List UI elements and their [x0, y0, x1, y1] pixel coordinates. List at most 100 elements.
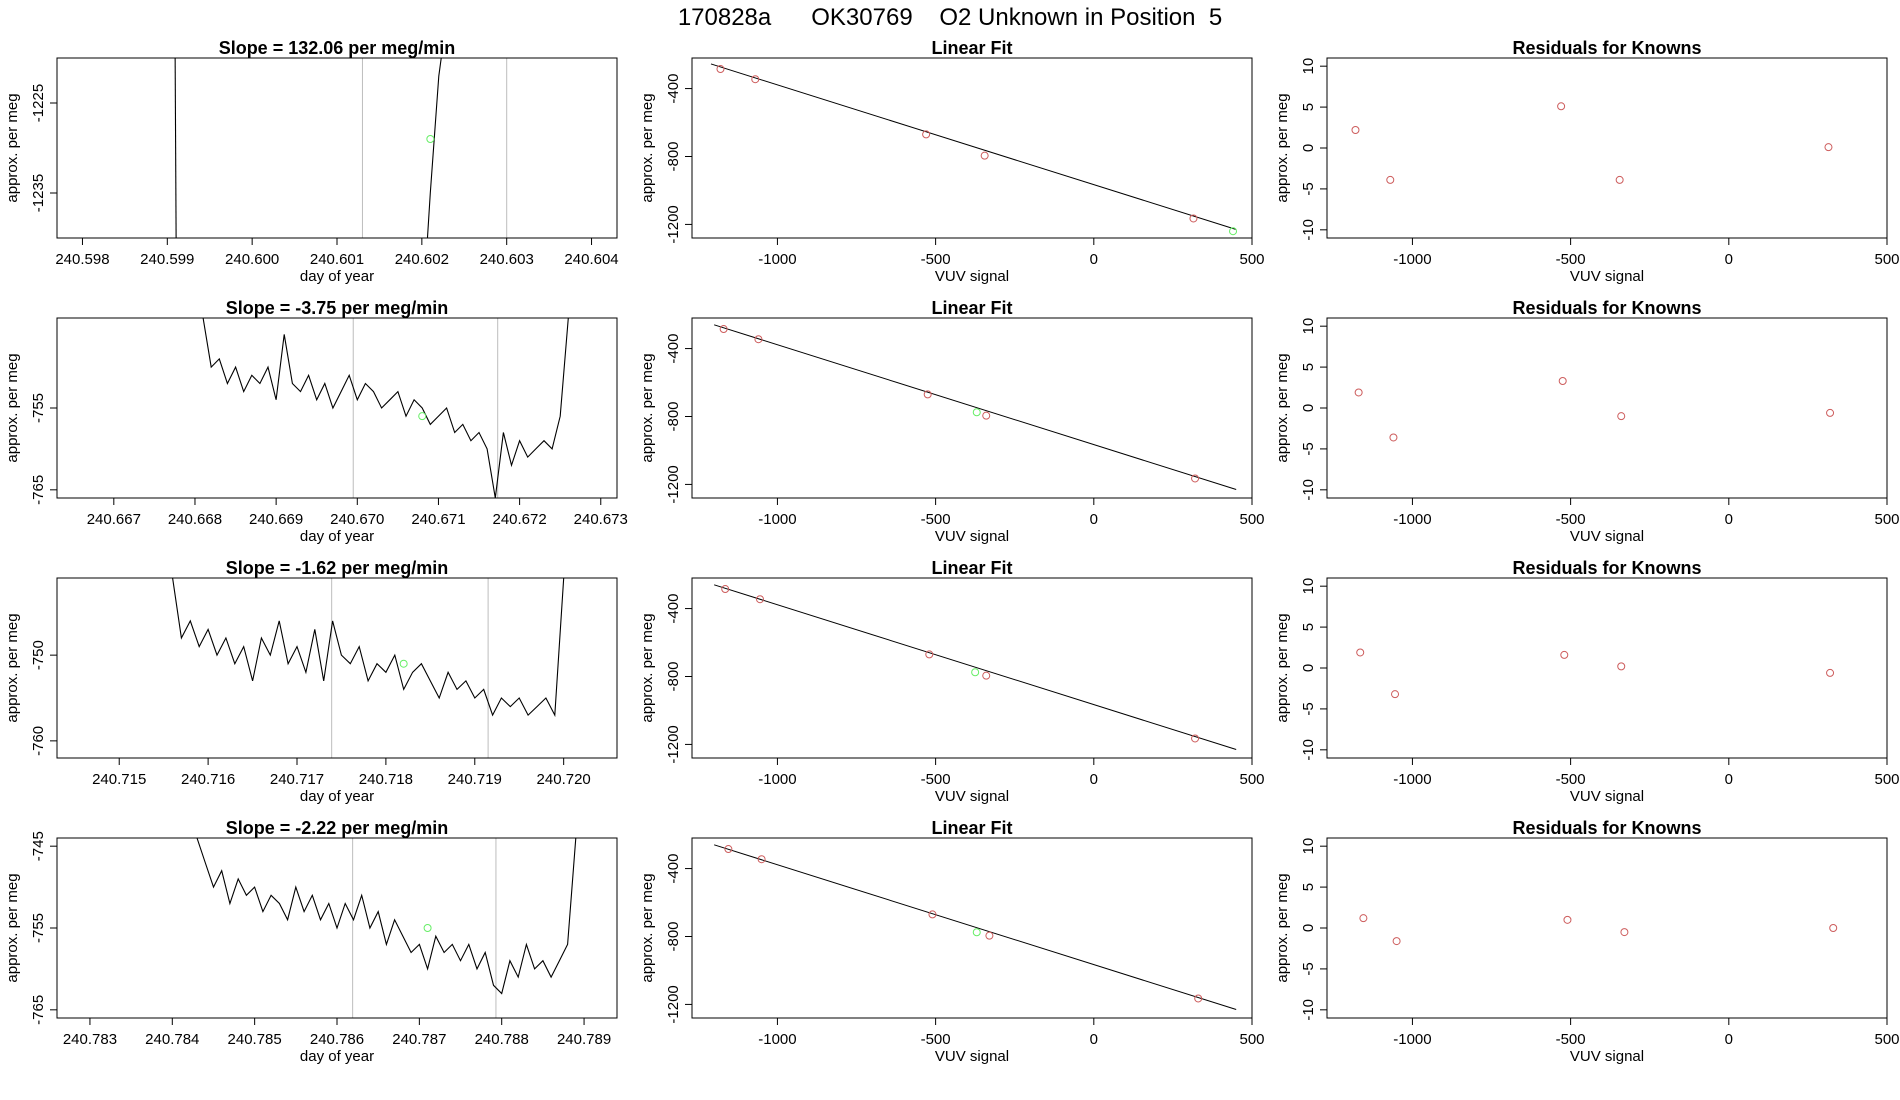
- residual-point: [1615, 175, 1624, 184]
- x-tick-label: 240.671: [411, 511, 465, 528]
- y-tick-label: -10: [1300, 999, 1317, 1021]
- x-axis-label: VUV signal: [935, 268, 1009, 285]
- panel-title: Residuals for Knowns: [1512, 38, 1701, 58]
- panel-linear-fit-3: Linear Fit -1000 -500 0 500 VUV signal -400 -80…: [639, 558, 1265, 805]
- y-tick-label: -10: [1300, 479, 1317, 501]
- panel-title: Residuals for Knowns: [1512, 298, 1701, 318]
- x-axis-label: day of year: [300, 528, 374, 545]
- y-tick-label: -400: [665, 854, 682, 884]
- known-point: [757, 855, 766, 864]
- plot-area: [1359, 914, 1838, 946]
- panel-frame: [1326, 837, 1888, 1019]
- panel-residuals-1: Residuals for Knowns -1000 -500 0 500 VUV sig…: [1274, 38, 1900, 285]
- x-tick-label: 240.668: [168, 511, 222, 528]
- panel-title: Residuals for Knowns: [1512, 558, 1701, 578]
- unknown-point: [971, 668, 980, 677]
- residual-point: [1558, 377, 1567, 385]
- y-tick-label: -765: [30, 995, 47, 1025]
- x-tick-label: 240.604: [564, 251, 618, 268]
- residual-point: [1392, 937, 1401, 946]
- y-tick-label: 10: [1300, 578, 1317, 595]
- residual-point: [1620, 928, 1629, 937]
- y-tick-label: -1200: [665, 725, 682, 763]
- residual-point: [1829, 924, 1838, 932]
- y-tick-label: -755: [30, 393, 47, 423]
- x-axis-label: VUV signal: [935, 528, 1009, 545]
- known-point: [724, 845, 733, 854]
- known-point: [923, 390, 932, 399]
- y-tick-label: -10: [1300, 219, 1317, 241]
- y-tick-label: 5: [1300, 623, 1317, 631]
- y-tick-label: -400: [665, 334, 682, 364]
- y-tick-label: 5: [1300, 363, 1317, 371]
- y-tick-label: -1200: [665, 205, 682, 243]
- known-point: [925, 650, 934, 659]
- panel-frame: [56, 577, 618, 759]
- x-tick-label: -500: [921, 771, 951, 788]
- y-tick-label: -1225: [30, 84, 47, 122]
- residual-point: [1826, 668, 1835, 677]
- y-axis-label: approx. per meg: [639, 353, 656, 462]
- y-axis-label: approx. per meg: [1274, 873, 1291, 982]
- y-axis-label: approx. per meg: [4, 93, 21, 202]
- known-point: [982, 411, 991, 420]
- y-tick-label: -400: [665, 74, 682, 104]
- y-axis-label: approx. per meg: [639, 613, 656, 722]
- plot-area: [172, 578, 565, 758]
- x-tick-label: 240.669: [249, 511, 303, 528]
- residual-point: [1557, 102, 1566, 111]
- panel-title: Slope = -2.22 per meg/min: [226, 818, 449, 838]
- y-axis-label: approx. per meg: [4, 873, 21, 982]
- residual-point: [1563, 915, 1572, 924]
- known-point: [980, 151, 989, 160]
- known-point: [719, 325, 728, 334]
- residual-point: [1826, 408, 1835, 417]
- y-tick-label: 10: [1300, 318, 1317, 335]
- x-axis-label: VUV signal: [1570, 528, 1644, 545]
- x-tick-label: 240.715: [92, 771, 146, 788]
- x-tick-label: -500: [1556, 511, 1586, 528]
- x-tick-label: 240.667: [87, 511, 141, 528]
- x-tick-label: 240.601: [310, 251, 364, 268]
- trace-line: [202, 318, 569, 498]
- x-tick-label: -500: [1556, 1031, 1586, 1048]
- residual-point: [1617, 662, 1626, 671]
- plot-area: [1351, 102, 1833, 184]
- x-tick-label: 240.785: [228, 1031, 282, 1048]
- x-tick-label: 240.784: [145, 1031, 199, 1048]
- x-tick-label: 0: [1725, 511, 1733, 528]
- y-tick-label: 10: [1300, 838, 1317, 855]
- x-tick-label: 240.672: [492, 511, 546, 528]
- x-tick-label: 0: [1725, 1031, 1733, 1048]
- y-tick-label: -1235: [30, 174, 47, 212]
- panel-linear-fit-1: Linear Fit -1000 -500 0 500 VUV signal -400 -80…: [639, 38, 1265, 285]
- residual-point: [1351, 126, 1360, 134]
- known-point: [716, 65, 725, 74]
- x-tick-label: 240.789: [557, 1031, 611, 1048]
- x-axis-label: VUV signal: [1570, 788, 1644, 805]
- panel-linear-fit-2: Linear Fit -1000 -500 0 500 VUV signal -400 -80…: [639, 298, 1265, 545]
- known-point: [982, 671, 991, 680]
- y-tick-label: -800: [665, 141, 682, 171]
- plot-area: [713, 844, 1237, 1010]
- panel-residuals-3: Residuals for Knowns -1000 -500 0 500 VUV sig…: [1274, 558, 1900, 805]
- unknown-point: [399, 659, 408, 668]
- y-tick-label: -1200: [665, 985, 682, 1023]
- panel-time-series-4: Slope = -2.22 per meg/min 240.783 240.784 2…: [4, 818, 618, 1065]
- x-tick-label: -500: [921, 1031, 951, 1048]
- panel-residuals-4: Residuals for Knowns -1000 -500 0 500 VUV sig…: [1274, 818, 1900, 1065]
- residual-point: [1356, 648, 1365, 657]
- x-tick-label: 500: [1874, 511, 1899, 528]
- x-tick-label: 240.598: [55, 251, 109, 268]
- x-tick-label: 240.787: [392, 1031, 446, 1048]
- x-tick-label: 240.600: [225, 251, 279, 268]
- panel-time-series-1: Slope = 132.06 per meg/min 240.598 240.599…: [4, 38, 619, 285]
- panel-linear-fit-4: Linear Fit -1000 -500 0 500 VUV signal -400 -80…: [639, 818, 1265, 1065]
- unknown-point: [972, 928, 981, 937]
- x-tick-label: 500: [1239, 251, 1264, 268]
- x-tick-label: 0: [1090, 251, 1098, 268]
- panel-frame: [691, 57, 1253, 239]
- fit-line: [713, 584, 1237, 750]
- panel-residuals-2: Residuals for Knowns -1000 -500 0 500 VUV sig…: [1274, 298, 1900, 545]
